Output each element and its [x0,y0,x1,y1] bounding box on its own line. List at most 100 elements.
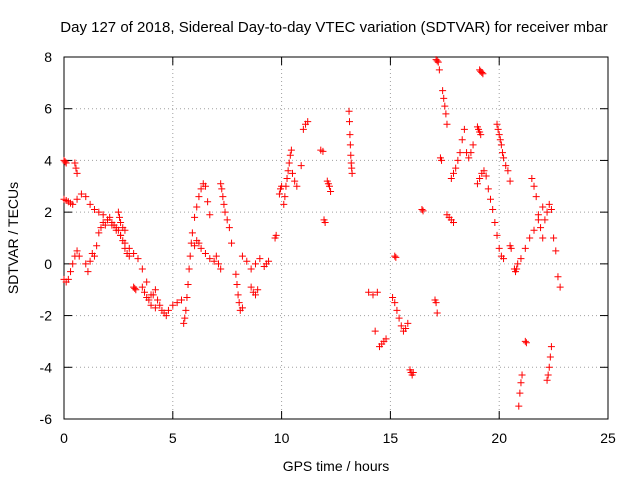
data-point [502,162,510,170]
data-point [121,226,129,234]
data-point [441,102,449,110]
data-point [552,247,560,255]
data-point [185,265,193,273]
data-point [522,339,530,347]
data-point [106,213,114,221]
data-point [348,169,356,177]
data-point [544,371,552,379]
data-point [256,255,264,263]
data-point [225,224,233,232]
data-point [443,120,451,128]
data-point [480,167,488,175]
series-track33 [432,56,443,74]
x-tick-label: 20 [491,430,507,446]
data-point [495,244,503,252]
data-point [476,175,484,183]
data-point [284,167,292,175]
data-point [456,149,464,157]
data-point [212,252,220,260]
data-point [234,291,242,299]
data-point [141,288,149,296]
series-track41 [473,167,508,263]
data-point [447,175,455,183]
series-track44 [510,260,522,276]
data-point [247,283,255,291]
data-point [545,200,553,208]
y-tick-labels: -6 -4 -2 0 2 4 6 8 [40,49,53,427]
data-point [119,237,127,245]
data-point [193,203,201,211]
data-point [528,175,536,183]
data-point [181,314,189,322]
data-point [450,218,458,226]
data-point [293,182,301,190]
data-point [325,182,333,190]
data-point [345,118,353,126]
data-point [186,252,194,260]
data-point [125,252,133,260]
data-point [95,229,103,237]
series-track42 [493,120,514,185]
data-point [545,363,553,371]
series-track36 [443,211,458,226]
y-tick-label: 4 [44,152,52,168]
data-point [206,211,214,219]
data-point [530,226,538,234]
data-point [460,125,468,133]
data-point [493,120,501,128]
data-points [60,56,564,410]
data-point [452,164,460,172]
data-point [454,156,462,164]
data-point [283,175,291,183]
data-point [191,242,199,250]
series-track11 [191,237,225,273]
data-point [392,253,400,261]
data-point [479,70,487,78]
data-point [507,244,515,252]
x-tick-label: 15 [383,430,399,446]
data-point [319,147,327,155]
data-point [90,252,98,260]
data-point [151,304,159,312]
data-point [497,141,505,149]
data-point [86,200,94,208]
y-tick-label: 8 [44,49,52,65]
series-track25 [365,288,381,299]
data-point [489,206,497,214]
data-point [484,185,492,193]
data-point [556,283,564,291]
y-tick-label: -6 [40,411,53,427]
data-point [438,156,446,164]
data-point [67,268,75,276]
data-point [251,260,259,268]
data-point [220,200,228,208]
series-track46 [517,203,547,263]
data-point [114,226,122,234]
data-point [346,141,354,149]
data-point [521,337,529,345]
data-point [478,69,486,77]
data-point [233,281,241,289]
data-point [297,162,305,170]
data-point [543,208,551,216]
data-point [275,190,283,198]
data-point [419,207,427,215]
data-point [61,158,69,166]
x-axis-label: GPS time / hours [283,458,390,474]
plot-frame [63,56,609,420]
data-point [373,288,381,296]
series-track29 [389,293,412,335]
data-point [173,299,181,307]
data-point [206,255,214,263]
data-point [138,265,146,273]
data-point [272,231,280,239]
data-point [321,218,329,226]
data-point [547,343,555,351]
data-point [494,125,502,133]
x-tick-label: 5 [169,430,177,446]
data-point [541,216,549,224]
data-point [121,244,129,252]
data-point [71,159,79,167]
series-track13 [232,270,246,314]
data-point [282,182,290,190]
